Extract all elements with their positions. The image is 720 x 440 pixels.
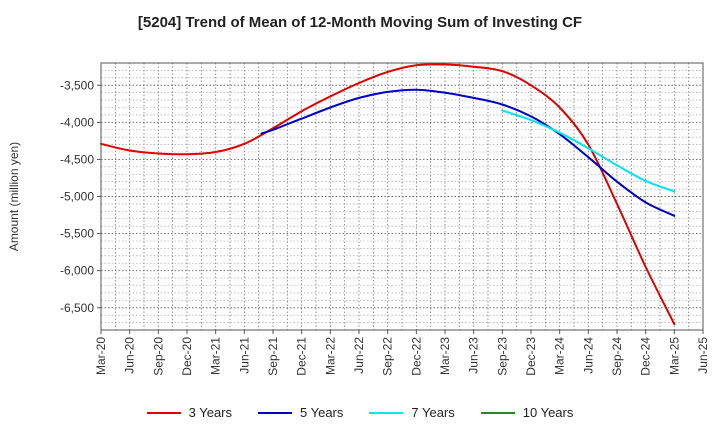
y-tick-label: -4,500: [60, 152, 94, 166]
x-axis-ticks: Mar-20 Jun-20 Sep-20 Dec-20 Mar-21 Jun-21 Sep-…: [94, 330, 710, 376]
x-tick-label: Sep-23: [495, 337, 509, 376]
x-tick-label: Jun-20: [123, 337, 137, 374]
x-tick-label: Mar-22: [323, 337, 337, 375]
x-tick-label: Mar-24: [553, 337, 567, 375]
x-tick-label: Sep-22: [381, 337, 395, 376]
x-tick-label: Jun-24: [581, 337, 595, 374]
y-axis-ticks: -3,500 -4,000 -4,500 -5,000 -5,500 -6,000 -6,5…: [60, 78, 101, 315]
legend-item-10-years: 10 Years: [480, 405, 574, 420]
legend-item-7-years: 7 Years: [369, 405, 455, 420]
x-tick-label: Jun-23: [467, 337, 481, 374]
x-tick-label: Dec-23: [524, 337, 538, 376]
y-tick-label: -5,500: [60, 227, 94, 241]
legend-label-10-years: 10 Years: [522, 405, 574, 420]
legend-label-7-years: 7 Years: [411, 405, 455, 420]
x-tick-label: Dec-24: [639, 337, 653, 376]
x-tick-label: Sep-20: [151, 337, 165, 376]
y-tick-label: -3,500: [60, 78, 94, 92]
legend-label-5-years: 5 Years: [300, 405, 344, 420]
x-tick-label: Jun-25: [696, 337, 710, 374]
x-tick-label: Mar-20: [94, 337, 108, 375]
x-tick-label: Mar-25: [667, 337, 681, 375]
x-tick-label: Sep-21: [266, 337, 280, 376]
x-tick-label: Dec-21: [295, 337, 309, 376]
legend-item-3-years: 3 Years: [146, 405, 232, 420]
legend: 3 Years 5 Years 7 Years 10 Years: [0, 405, 720, 420]
series-line-3-years: [100, 63, 676, 326]
legend-swatch-10-years: [480, 411, 515, 414]
x-tick-label: Dec-20: [180, 337, 194, 376]
series-lines: [100, 63, 676, 326]
series-line-5-years: [260, 88, 676, 217]
grid-lines: [100, 62, 704, 331]
legend-swatch-3-years: [146, 411, 181, 414]
y-tick-label: -6,500: [60, 301, 94, 315]
series-line-7-years: [501, 109, 676, 193]
x-tick-label: Jun-21: [237, 337, 251, 374]
y-tick-label: -4,000: [60, 115, 94, 129]
legend-label-3-years: 3 Years: [188, 405, 232, 420]
x-tick-label: Mar-21: [209, 337, 223, 375]
chart-title: [5204] Trend of Mean of 12-Month Moving …: [137, 14, 583, 31]
legend-swatch-5-years: [258, 411, 292, 414]
x-tick-label: Sep-24: [610, 337, 624, 376]
x-tick-label: Dec-22: [409, 337, 423, 376]
x-tick-label: Jun-22: [352, 337, 366, 374]
legend-item-5-years: 5 Years: [258, 405, 343, 420]
y-tick-label: -6,000: [60, 264, 94, 278]
y-tick-label: -5,000: [60, 190, 94, 204]
legend-swatch-7-years: [369, 411, 404, 414]
y-axis-label: Amount (million yen): [7, 142, 21, 251]
x-tick-label: Mar-23: [438, 337, 452, 375]
